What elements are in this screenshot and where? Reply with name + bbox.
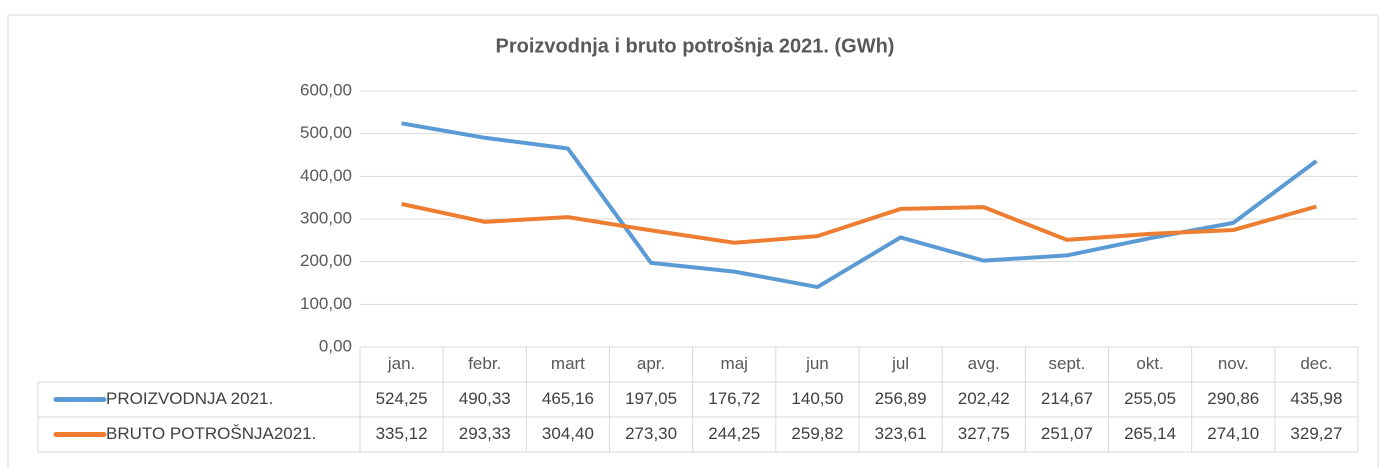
- table-cell: 435,98: [1290, 389, 1342, 408]
- table-cell: 465,16: [542, 389, 594, 408]
- x-tick-label: dec.: [1300, 354, 1332, 373]
- table-cell: 323,61: [875, 424, 927, 443]
- table-cell: 274,10: [1207, 424, 1259, 443]
- table-cell: 202,42: [958, 389, 1010, 408]
- x-tick-label: jan.: [387, 354, 415, 373]
- table-cell: 259,82: [791, 424, 843, 443]
- y-tick-label: 200,00: [300, 251, 352, 270]
- x-tick-label: mart: [551, 354, 585, 373]
- series-line: [401, 202, 1317, 245]
- table-cell: 335,12: [376, 424, 428, 443]
- table-cell: 490,33: [459, 389, 511, 408]
- table-cell: 329,27: [1290, 424, 1342, 443]
- y-tick-label: 500,00: [300, 123, 352, 142]
- series-line: [401, 121, 1318, 290]
- table-cell: 256,89: [875, 389, 927, 408]
- table-cell: 176,72: [708, 389, 760, 408]
- x-tick-label: apr.: [637, 354, 665, 373]
- table-cell: 327,75: [958, 424, 1010, 443]
- table-cell: 524,25: [376, 389, 428, 408]
- x-tick-label: okt.: [1136, 354, 1163, 373]
- y-tick-label: 100,00: [300, 294, 352, 313]
- table-cell: 304,40: [542, 424, 594, 443]
- table-cell: 265,14: [1124, 424, 1176, 443]
- x-tick-label: sept.: [1048, 354, 1085, 373]
- table-cell: 273,30: [625, 424, 677, 443]
- chart-title: Proizvodnja i bruto potrošnja 2021. (GWh…: [496, 35, 895, 57]
- y-tick-label: 600,00: [300, 80, 352, 99]
- table-cell: 293,33: [459, 424, 511, 443]
- table-cell: 214,67: [1041, 389, 1093, 408]
- x-tick-label: avg.: [968, 354, 1000, 373]
- table-cell: 140,50: [791, 389, 843, 408]
- table-cell: 290,86: [1207, 389, 1259, 408]
- y-tick-label: 300,00: [300, 208, 352, 227]
- y-tick-label: 0,00: [319, 336, 352, 355]
- y-tick-label: 400,00: [300, 166, 352, 185]
- table-cell: 251,07: [1041, 424, 1093, 443]
- x-tick-label: nov.: [1218, 354, 1249, 373]
- legend-label: PROIZVODNJA 2021.: [106, 389, 273, 408]
- legend-label: BRUTO POTROŠNJA2021.: [106, 424, 316, 443]
- x-tick-label: maj: [721, 354, 748, 373]
- x-tick-label: jul: [891, 354, 909, 373]
- x-tick-label: jun: [805, 354, 829, 373]
- table-cell: 244,25: [708, 424, 760, 443]
- table-cell: 255,05: [1124, 389, 1176, 408]
- x-tick-label: febr.: [468, 354, 501, 373]
- table-cell: 197,05: [625, 389, 677, 408]
